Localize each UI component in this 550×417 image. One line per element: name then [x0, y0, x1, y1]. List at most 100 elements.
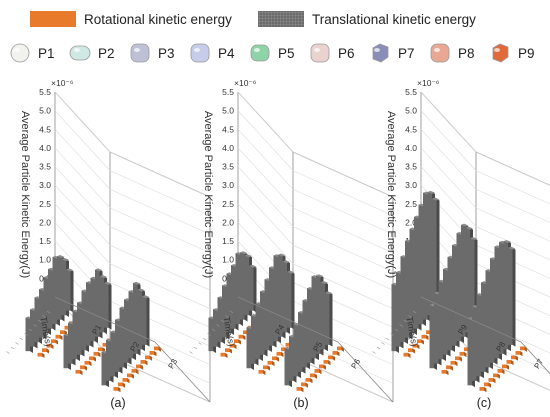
rounded-cube-icon [130, 43, 150, 63]
translational-bar [133, 282, 138, 354]
cylinder-icon [250, 44, 270, 62]
translational-bar [246, 327, 251, 369]
rotational-bar [323, 360, 328, 364]
translational-bar [137, 289, 142, 350]
y-tick-label: 3.0 [405, 180, 417, 190]
grid-line [109, 207, 211, 254]
translational-bar [142, 296, 147, 345]
rotational-bar-side [149, 355, 152, 361]
translational-bar-top [503, 239, 511, 243]
rotational-bar [64, 325, 69, 330]
rotational-bar [314, 369, 319, 373]
translational-bar [503, 241, 508, 350]
rotational-bar-side [127, 378, 130, 384]
rotational-bar [272, 356, 277, 361]
cube-icon [492, 43, 509, 63]
rotational-bar [55, 334, 60, 339]
y-tick-label: 5.0 [405, 106, 417, 116]
translational-bar [447, 257, 452, 351]
rotational-bar [319, 364, 324, 369]
particle-legend-item-p1: P1 [8, 40, 55, 66]
rotational-bar-side [502, 369, 505, 375]
translational-bar [66, 269, 71, 311]
y-tick-label: 2.5 [39, 199, 51, 209]
time-tick [403, 319, 408, 323]
rotational-bar [98, 347, 103, 352]
translational-bar [423, 192, 428, 320]
rotational-bar [46, 343, 51, 348]
translational-bar [128, 291, 133, 359]
chart-area: 0.00.51.01.52.02.53.03.54.04.55.05.5×10⁻… [6, 78, 550, 410]
rotational-bar-side [98, 351, 101, 358]
translational-bar-top [104, 281, 112, 285]
translational-bar [508, 247, 513, 345]
series-label: P5 [311, 340, 324, 353]
rotational-bar [258, 369, 263, 374]
y-tick-label: 4.5 [222, 124, 234, 134]
sphere-icon [10, 43, 30, 63]
grid-line [475, 170, 550, 205]
rotational-bar-side [417, 343, 420, 350]
translational-bar [476, 294, 481, 377]
rotational-bar [337, 346, 342, 351]
translational-bar-top [282, 260, 290, 264]
translational-bar [429, 304, 434, 369]
rotational-bar [238, 334, 243, 339]
translational-bar [110, 331, 115, 377]
rotational-bar-side [89, 360, 92, 367]
translational-bar [61, 259, 66, 316]
translational-bar [316, 275, 321, 354]
translational-bar [273, 255, 278, 342]
rotational-bar-side [310, 378, 313, 384]
translational-bar [438, 280, 443, 360]
rotational-bar [417, 339, 422, 344]
translational-bar-top [465, 226, 473, 230]
translational-bar [298, 312, 303, 372]
grid-line [54, 203, 111, 265]
particle-legend-label: P1 [38, 45, 55, 61]
grid-line [54, 147, 111, 209]
time-tick [376, 346, 381, 350]
y-tick-label: 3.5 [405, 162, 417, 172]
translational-bar [311, 276, 316, 359]
grid-line [109, 282, 211, 328]
rotational-bar [102, 342, 107, 347]
translational-bar [302, 300, 307, 368]
translational-bar [260, 291, 265, 355]
time-tick [28, 328, 33, 332]
translational-bar [86, 282, 91, 346]
translational-bar [320, 282, 325, 350]
time-tick [33, 324, 37, 327]
translational-bar [240, 252, 245, 320]
time-tick [24, 333, 28, 336]
rotational-bar [497, 369, 502, 373]
translational-bar-side [329, 292, 333, 347]
rotational-bar-side [60, 334, 63, 341]
grid-line [292, 226, 394, 272]
particle-legend: P1 P2 P3 P4 P5 P6 P7 P8 P9 [0, 40, 550, 66]
translational-bar-top [427, 190, 435, 194]
rotational-bar-side [332, 355, 335, 361]
rotational-bar-side [484, 387, 487, 393]
rotational-bar [60, 330, 65, 335]
rotational-bar-side [520, 351, 523, 357]
translational-bar-top [316, 274, 324, 278]
rotational-bar [51, 339, 56, 344]
translational-bar [244, 255, 249, 316]
particle-legend-label: P8 [458, 45, 475, 61]
translational-bar [208, 317, 213, 352]
translational-bar [106, 339, 111, 381]
rotational-bar-side [464, 351, 467, 358]
y-tick-label: 3.5 [222, 162, 234, 172]
rotational-bar [220, 352, 225, 357]
rotational-bar [305, 378, 310, 382]
grid-line [237, 203, 294, 265]
panel-label: (b) [293, 396, 308, 410]
y-tick-label: 2.5 [405, 199, 417, 209]
rotational-bar [515, 351, 520, 355]
panel-label: (a) [110, 396, 125, 410]
particle-legend-item-p4: P4 [188, 40, 235, 66]
translational-bar [278, 254, 283, 337]
grid-line [420, 129, 477, 190]
translational-bar [30, 309, 35, 347]
